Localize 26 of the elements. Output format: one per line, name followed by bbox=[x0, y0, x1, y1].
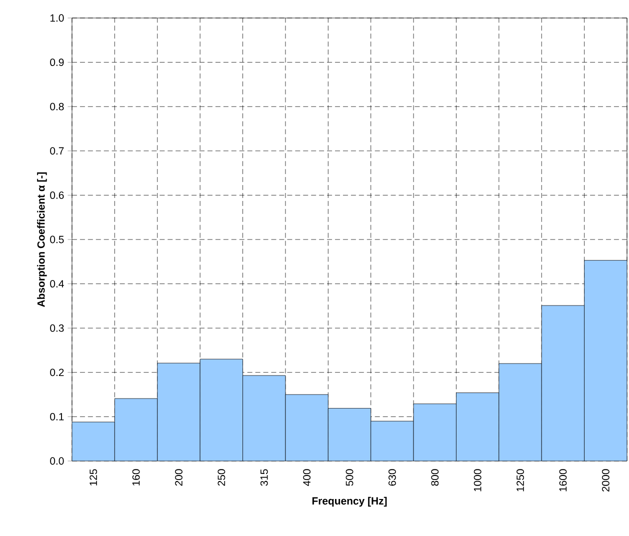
y-tick-label: 0.9 bbox=[50, 58, 64, 66]
x-tick-label: 400 bbox=[303, 469, 311, 486]
x-tick-label: 315 bbox=[260, 469, 268, 486]
y-tick-label: 1.0 bbox=[50, 14, 64, 22]
y-tick-label: 0.6 bbox=[50, 192, 64, 199]
y-tick-label: 0.8 bbox=[50, 102, 64, 110]
y-tick-label: 0.3 bbox=[50, 324, 64, 332]
x-tick-label: 200 bbox=[175, 469, 182, 486]
y-tick-label: 0.5 bbox=[50, 236, 64, 244]
x-tick-label: 2000 bbox=[602, 469, 610, 492]
x-tick-label: 500 bbox=[346, 469, 354, 486]
y-tick-label: 0.7 bbox=[50, 147, 64, 155]
x-tick-label: 800 bbox=[431, 469, 439, 486]
y-tick-label: 0.0 bbox=[50, 457, 64, 465]
x-tick-label: 125 bbox=[90, 469, 98, 486]
y-tick-label: 0.1 bbox=[50, 413, 64, 420]
x-tick-label: 1600 bbox=[559, 469, 567, 492]
y-axis-title: Absorption Coefficient α [-] bbox=[37, 172, 47, 307]
x-tick-label: 1000 bbox=[474, 469, 482, 492]
x-tick-label: 250 bbox=[218, 469, 226, 486]
x-tick-label: 160 bbox=[132, 469, 140, 486]
x-tick-label: 1250 bbox=[516, 469, 524, 492]
y-tick-label: 0.2 bbox=[50, 368, 64, 376]
y-tick-label: 0.4 bbox=[50, 280, 64, 288]
x-tick-label: 630 bbox=[388, 469, 396, 486]
x-axis-title: Frequency [Hz] bbox=[312, 496, 387, 507]
